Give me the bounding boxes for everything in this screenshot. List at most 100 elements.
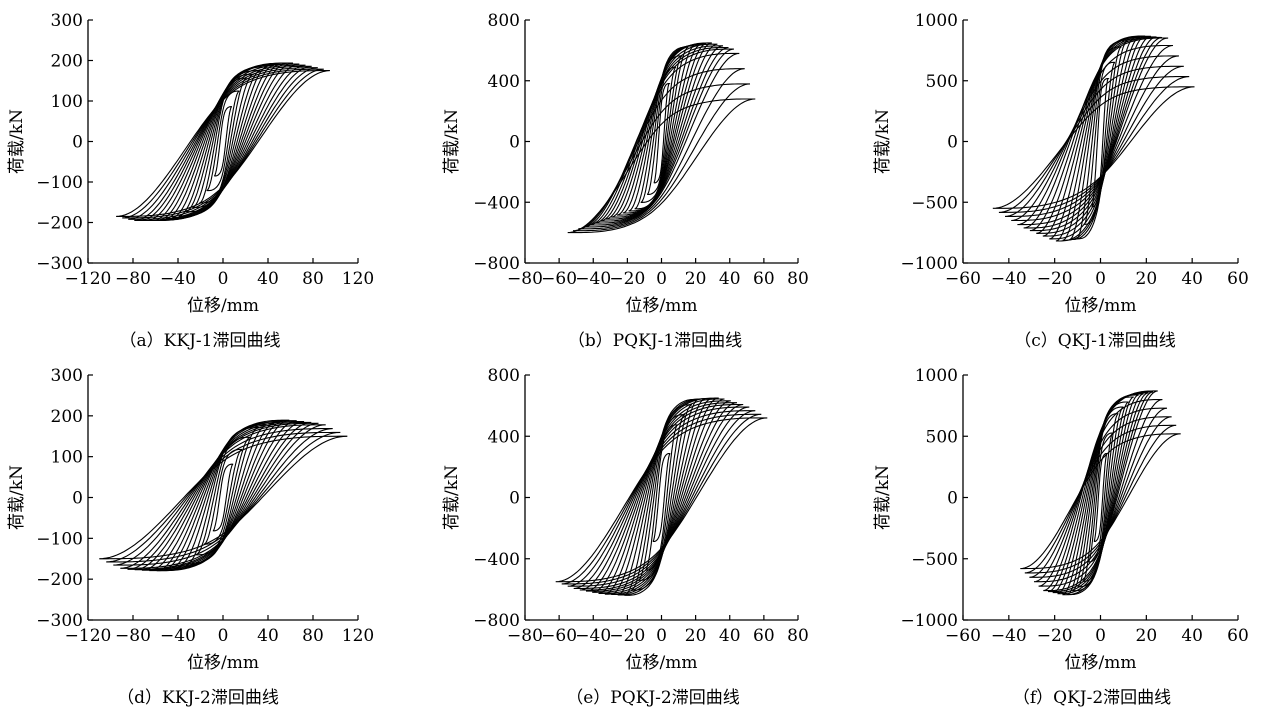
hysteresis-loop-10 — [1047, 391, 1154, 593]
y-tick-label: 300 — [51, 11, 83, 31]
y-tick-label: 400 — [488, 427, 520, 447]
x-tick-label: −120 — [65, 269, 112, 289]
hysteresis-loop-12 — [579, 403, 744, 591]
y-tick-label: −200 — [36, 570, 83, 590]
hysteresis-loop-13 — [573, 406, 750, 590]
x-tick-label: −20 — [609, 269, 645, 289]
y-tick-label: −500 — [911, 550, 958, 570]
panel-caption: （d）KKJ-2滞回曲线 — [117, 688, 279, 707]
hysteresis-loop-11 — [134, 421, 312, 571]
x-tick-label: 60 — [753, 626, 775, 646]
hysteresis-loop-13 — [134, 65, 312, 222]
y-axis-title: 荷载/kN — [873, 109, 893, 174]
hysteresis-loop-9 — [159, 62, 287, 221]
x-tick-label: −60 — [541, 269, 577, 289]
y-tick-label: 1000 — [915, 11, 958, 31]
x-tick-label: 60 — [753, 269, 775, 289]
x-tick-label: −40 — [160, 269, 196, 289]
hysteresis-loop-16 — [555, 417, 768, 583]
y-tick-label: −300 — [36, 611, 83, 631]
y-tick-label: 0 — [509, 133, 520, 153]
hysteresis-loop-8 — [156, 419, 290, 572]
x-tick-label: −60 — [945, 626, 981, 646]
x-tick-label: 60 — [1227, 626, 1249, 646]
x-tick-label: 0 — [218, 626, 229, 646]
x-tick-label: −120 — [65, 626, 112, 646]
x-tick-label: 20 — [1136, 626, 1158, 646]
y-tick-label: −500 — [911, 193, 958, 213]
hysteresis-loop-2 — [203, 448, 243, 545]
hysteresis-loop-15 — [561, 413, 762, 585]
x-tick-label: 20 — [1136, 269, 1158, 289]
y-tick-label: 400 — [488, 72, 520, 92]
hysteresis-loop-10 — [141, 421, 305, 571]
x-axis-title: 位移/mm — [1065, 653, 1137, 673]
hysteresis-loop-1 — [212, 463, 234, 532]
y-tick-label: 500 — [926, 427, 958, 447]
y-tick-label: 300 — [51, 366, 83, 386]
hysteresis-loop-4 — [1069, 40, 1128, 241]
x-tick-label: 80 — [787, 269, 809, 289]
hysteresis-loop-14 — [567, 410, 756, 587]
y-tick-label: 100 — [51, 448, 83, 468]
x-axis-title: 位移/mm — [626, 653, 698, 673]
panel-caption: （c）QKJ-1滞回曲线 — [1014, 331, 1176, 351]
hysteresis-loop-10 — [152, 62, 294, 222]
x-tick-label: 20 — [685, 269, 707, 289]
x-tick-label: 80 — [787, 626, 809, 646]
y-tick-label: −300 — [36, 254, 83, 274]
x-tick-label: 0 — [218, 269, 229, 289]
x-tick-label: 0 — [1095, 269, 1106, 289]
hysteresis-loop-6 — [1067, 396, 1134, 596]
hysteresis-loop-8 — [1042, 35, 1151, 237]
hysteresis-loop-16 — [567, 98, 756, 234]
hysteresis-loop-11 — [594, 46, 729, 224]
hysteresis-loop-14 — [128, 67, 318, 220]
hysteresis-loop-9 — [1052, 392, 1149, 594]
hysteresis-loop-12 — [127, 422, 319, 570]
y-axis-title: 荷载/kN — [442, 109, 462, 174]
x-tick-label: 120 — [342, 269, 374, 289]
x-tick-label: 0 — [656, 269, 667, 289]
hysteresis-loops — [555, 397, 768, 596]
y-tick-label: −1000 — [900, 254, 958, 274]
y-axis-title: 荷载/kN — [442, 465, 462, 530]
hysteresis-loop-1 — [213, 106, 233, 177]
y-axis-title: 荷载/kN — [873, 465, 893, 530]
x-tick-label: −80 — [115, 269, 151, 289]
x-tick-label: −20 — [609, 626, 645, 646]
x-tick-label: −80 — [115, 626, 151, 646]
chart-panel-c: −60 −40 −20 0 20 40 60 −1000 −500 0 500 1000 位移/mm 荷载… — [873, 11, 1249, 351]
x-tick-label: 40 — [257, 626, 279, 646]
y-tick-label: −100 — [36, 173, 83, 193]
hysteresis-loops — [116, 62, 330, 222]
hysteresis-loop-14 — [1029, 416, 1172, 578]
x-tick-label: −80 — [507, 626, 543, 646]
y-tick-label: 100 — [51, 92, 83, 112]
chart-panel-e: −80−60−40−20 0 20 40 60 80 −800 −400 0 400 800 位移/m… — [442, 366, 809, 707]
hysteresis-loop-2 — [646, 66, 677, 195]
x-tick-label: −40 — [575, 269, 611, 289]
hysteresis-loop-8 — [1057, 393, 1144, 595]
y-tick-label: −200 — [36, 214, 83, 234]
x-tick-label: −20 — [1037, 626, 1073, 646]
y-tick-label: −800 — [473, 611, 520, 631]
y-tick-label: 200 — [51, 407, 83, 427]
hysteresis-loop-13 — [583, 52, 740, 228]
y-tick-label: 0 — [509, 489, 520, 509]
hysteresis-loop-12 — [140, 64, 306, 222]
panel-caption: （b）PQKJ-1滞回曲线 — [568, 331, 742, 351]
x-tick-label: −20 — [1037, 269, 1073, 289]
hysteresis-loop-16 — [1020, 433, 1181, 570]
chart-panel-a: −120 −80 −40 0 40 80 120 −300 −200 −100 0 100 200 300… — [7, 11, 374, 351]
x-tick-label: −40 — [160, 626, 196, 646]
y-tick-label: 800 — [488, 366, 520, 386]
chart-panel-f: −60 −40 −20 0 20 40 60 −1000 −500 0 500 1000 位移/mm 荷载… — [873, 366, 1249, 707]
hysteresis-loop-11 — [585, 402, 738, 592]
x-tick-label: 40 — [719, 626, 741, 646]
hysteresis-loop-3 — [1076, 46, 1122, 240]
y-tick-label: −800 — [473, 254, 520, 274]
panel-caption: （e）PQKJ-2滞回曲线 — [566, 688, 740, 707]
x-tick-label: −40 — [991, 626, 1027, 646]
